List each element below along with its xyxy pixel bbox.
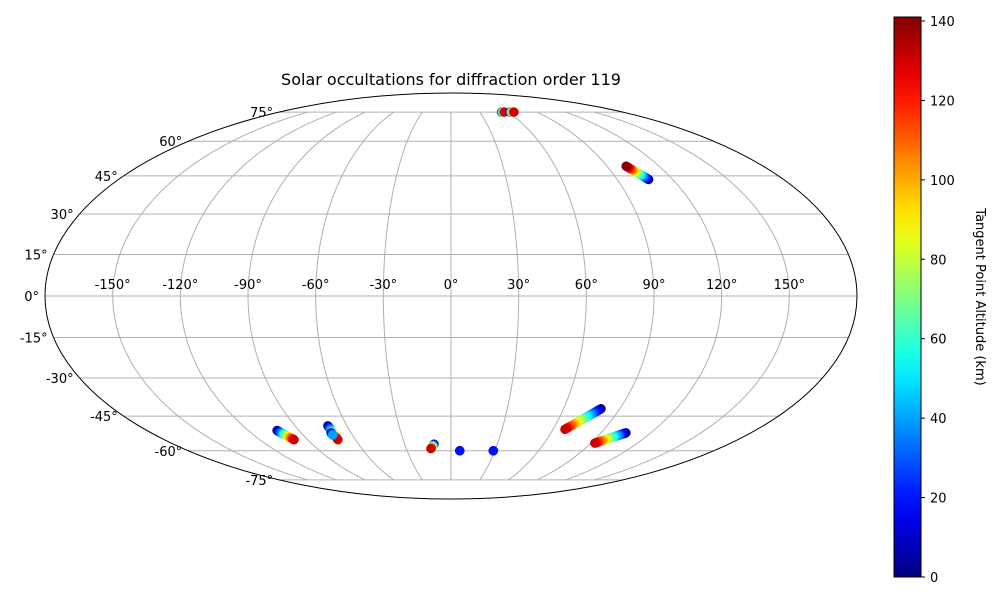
- lat-tick-label: 45°: [95, 170, 118, 185]
- occultation-point: [426, 443, 436, 454]
- occultation-point: [455, 446, 465, 456]
- lon-tick-label: -90°: [234, 278, 262, 293]
- occultation-points: [272, 107, 654, 456]
- lat-tick-label: 75°: [250, 106, 273, 121]
- colorbar-ticks: 0 20 40 60 80 100 120 140: [921, 15, 955, 586]
- chart-title: Solar occultations for diffraction order…: [281, 70, 621, 89]
- meridian-line: [479, 111, 520, 481]
- lat-tick-label: 30°: [51, 208, 74, 223]
- map-boundary: [44, 92, 858, 500]
- lon-tick-label: 120°: [706, 278, 737, 293]
- meridian-line: [179, 111, 337, 481]
- colorbar-tick-label: 40: [930, 412, 947, 427]
- lat-tick-label: 15°: [25, 248, 48, 263]
- latitude-tick-labels: 75° 60° 45° 30° 15° 0° -15° -30° -45° -60° -75°: [20, 106, 273, 489]
- colorbar-tick-label: 60: [930, 333, 947, 348]
- lat-tick-label: -75°: [245, 474, 273, 489]
- meridian-line: [565, 111, 723, 481]
- colorbar-tick-label: 0: [930, 571, 938, 586]
- occultation-point: [488, 446, 499, 456]
- meridian-line: [382, 111, 423, 481]
- lat-tick-label: -60°: [155, 445, 183, 460]
- lon-tick-label: 150°: [774, 278, 805, 293]
- meridian-line: [112, 111, 308, 481]
- occultation-point: [509, 107, 519, 117]
- lon-tick-label: 60°: [575, 278, 598, 293]
- lon-tick-label: 0°: [444, 278, 459, 293]
- lon-tick-label: 90°: [642, 278, 665, 293]
- occultation-point: [289, 434, 299, 445]
- lat-tick-label: -30°: [46, 372, 74, 387]
- colorbar-tick-label: 120: [930, 94, 955, 109]
- longitude-tick-labels: -150° -120° -90° -60° -30° 0° 30° 60° 90° 120° 150…: [95, 278, 805, 293]
- meridian-line: [315, 111, 395, 481]
- colorbar-tick-label: 100: [930, 174, 955, 189]
- meridian-line: [536, 111, 655, 481]
- occultation-point: [328, 430, 338, 440]
- lat-tick-label: -45°: [90, 410, 118, 425]
- lon-tick-label: -30°: [369, 278, 397, 293]
- colorbar-label: Tangent Point Altitude (km): [972, 207, 987, 385]
- colorbar-tick-label: 140: [930, 15, 955, 30]
- lon-tick-label: -150°: [95, 278, 131, 293]
- colorbar: 0 20 40 60 80 100 120 140 Tangent Point Altitud…: [893, 15, 987, 586]
- occultation-point: [621, 161, 631, 171]
- colorbar-tick-label: 20: [930, 492, 947, 507]
- lon-tick-label: -60°: [302, 278, 330, 293]
- colorbar-tick-label: 80: [930, 253, 947, 268]
- lat-tick-label: -15°: [20, 332, 48, 347]
- meridian-line: [594, 111, 790, 481]
- lon-tick-label: -120°: [162, 278, 198, 293]
- lon-tick-label: 30°: [507, 278, 530, 293]
- meridian-line: [247, 111, 366, 481]
- occultation-point: [590, 438, 600, 448]
- lat-tick-label: 60°: [159, 135, 182, 150]
- lat-tick-label: 0°: [24, 290, 39, 305]
- colorbar-gradient: [893, 16, 922, 578]
- occultation-point: [560, 424, 570, 435]
- map-grid: [45, 111, 857, 481]
- meridian-line: [507, 111, 587, 481]
